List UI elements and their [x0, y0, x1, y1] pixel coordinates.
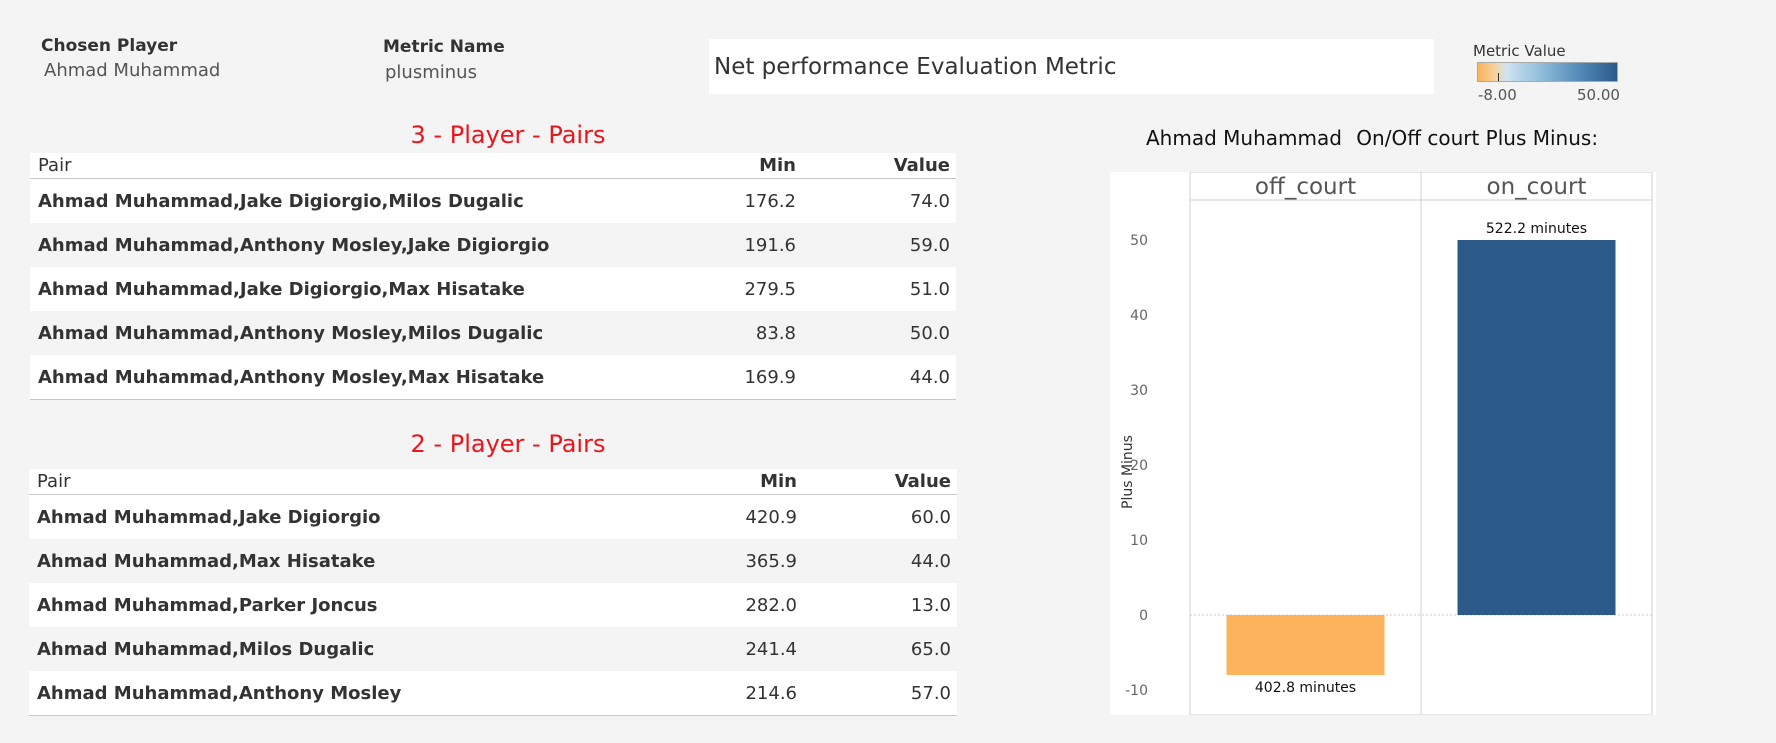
min-cell: 365.9 [745, 551, 797, 572]
legend-min: -8.00 [1478, 86, 1517, 104]
header-value[interactable]: Value [894, 471, 951, 492]
header-min[interactable]: Min [760, 471, 797, 492]
y-axis-label: Plus Minus [1120, 435, 1136, 509]
chart-title-suffix: On/Off court Plus Minus: [1356, 126, 1599, 150]
y-tick-label: 50 [1130, 233, 1148, 249]
bar-off_court[interactable] [1226, 615, 1385, 675]
pair-cell: Ahmad Muhammad,Jake Digiorgio,Milos Duga… [38, 191, 524, 212]
min-cell: 169.9 [744, 367, 796, 388]
header-pair[interactable]: Pair [37, 471, 71, 492]
table-header: Pair Min Value [29, 469, 957, 495]
table-row[interactable]: Ahmad Muhammad,Anthony Mosley,Max Hisata… [30, 355, 956, 399]
two-player-title: 2 - Player - Pairs [410, 430, 606, 458]
value-cell: 51.0 [909, 279, 950, 300]
bar-label-off_court: 402.8 minutes [1255, 680, 1356, 696]
table-footer-line [29, 715, 957, 716]
min-cell: 214.6 [745, 683, 797, 704]
plot-frame [1189, 172, 1653, 715]
table-row[interactable]: Ahmad Muhammad,Max Hisatake 365.9 44.0 [29, 539, 957, 583]
pair-cell: Ahmad Muhammad,Anthony Mosley [37, 683, 402, 704]
chosen-player-value[interactable]: Ahmad Muhammad [44, 60, 221, 81]
on-off-court-chart: off_court on_court -10 0 10 20 30 40 50 Plus Minu… [1110, 172, 1656, 715]
pair-cell: Ahmad Muhammad,Parker Joncus [37, 595, 378, 616]
chart-title-player[interactable]: Ahmad Muhammad [1146, 126, 1342, 150]
pair-cell: Ahmad Muhammad,Anthony Mosley,Jake Digio… [38, 235, 550, 256]
min-cell: 241.4 [745, 639, 797, 660]
table-row[interactable]: Ahmad Muhammad,Jake Digiorgio 420.9 60.0 [29, 495, 957, 539]
min-cell: 83.8 [755, 323, 796, 344]
pair-cell: Ahmad Muhammad,Anthony Mosley,Max Hisata… [38, 367, 545, 388]
metric-description: Net performance Evaluation Metric [714, 53, 1117, 80]
bar-on_court[interactable] [1457, 240, 1616, 615]
pair-cell: Ahmad Muhammad,Jake Digiorgio [37, 507, 381, 528]
pair-cell: Ahmad Muhammad,Milos Dugalic [37, 639, 375, 660]
legend-max: 50.00 [1577, 86, 1620, 104]
three-player-title: 3 - Player - Pairs [410, 121, 606, 149]
legend-marker [1498, 73, 1499, 81]
column-header-on_court[interactable]: on_court [1487, 174, 1587, 200]
min-cell: 279.5 [744, 279, 796, 300]
header-value[interactable]: Value [893, 155, 950, 176]
table-row[interactable]: Ahmad Muhammad,Anthony Mosley 214.6 57.0 [29, 671, 957, 715]
value-cell: 65.0 [910, 639, 951, 660]
table-header: Pair Min Value [30, 153, 956, 179]
y-tick-label: 40 [1130, 308, 1148, 324]
min-cell: 420.9 [745, 507, 797, 528]
metric-description-box: Net performance Evaluation Metric [709, 39, 1434, 94]
table-row[interactable]: Ahmad Muhammad,Parker Joncus 282.0 13.0 [29, 583, 957, 627]
pair-cell: Ahmad Muhammad,Anthony Mosley,Milos Duga… [38, 323, 544, 344]
table-row[interactable]: Ahmad Muhammad,Jake Digiorgio,Milos Duga… [30, 179, 956, 223]
three-player-table: Pair Min Value Ahmad Muhammad,Jake Digio… [30, 153, 956, 400]
legend-title: Metric Value [1473, 42, 1566, 60]
header-pair[interactable]: Pair [38, 155, 72, 176]
chart-title: Ahmad Muhammad On/Off court Plus Minus: [1146, 126, 1598, 150]
pair-cell: Ahmad Muhammad,Jake Digiorgio,Max Hisata… [38, 279, 525, 300]
column-header-off_court[interactable]: off_court [1255, 174, 1356, 200]
min-cell: 176.2 [744, 191, 796, 212]
min-cell: 191.6 [744, 235, 796, 256]
metric-name-label: Metric Name [383, 37, 505, 57]
value-cell: 74.0 [909, 191, 950, 212]
chosen-player-label: Chosen Player [41, 36, 178, 56]
table-footer-line [30, 399, 956, 400]
y-tick-label: -10 [1125, 683, 1148, 699]
table-row[interactable]: Ahmad Muhammad,Anthony Mosley,Jake Digio… [30, 223, 956, 267]
table-row[interactable]: Ahmad Muhammad,Anthony Mosley,Milos Duga… [30, 311, 956, 355]
value-cell: 44.0 [909, 367, 950, 388]
min-cell: 282.0 [745, 595, 797, 616]
pair-cell: Ahmad Muhammad,Max Hisatake [37, 551, 376, 572]
y-tick-label: 0 [1139, 608, 1148, 624]
y-tick-label: 30 [1130, 383, 1148, 399]
value-cell: 13.0 [910, 595, 951, 616]
two-player-table: Pair Min Value Ahmad Muhammad,Jake Digio… [29, 469, 957, 716]
y-tick-label: 10 [1130, 533, 1148, 549]
value-cell: 44.0 [910, 551, 951, 572]
value-cell: 50.0 [909, 323, 950, 344]
value-cell: 57.0 [910, 683, 951, 704]
color-legend-bar[interactable] [1477, 62, 1618, 82]
value-cell: 59.0 [909, 235, 950, 256]
y-tick-label: 20 [1130, 458, 1148, 474]
metric-name-value[interactable]: plusminus [385, 62, 477, 83]
header-min[interactable]: Min [759, 155, 796, 176]
value-cell: 60.0 [910, 507, 951, 528]
bar-label-on_court: 522.2 minutes [1486, 221, 1587, 237]
table-row[interactable]: Ahmad Muhammad,Jake Digiorgio,Max Hisata… [30, 267, 956, 311]
table-row[interactable]: Ahmad Muhammad,Milos Dugalic 241.4 65.0 [29, 627, 957, 671]
